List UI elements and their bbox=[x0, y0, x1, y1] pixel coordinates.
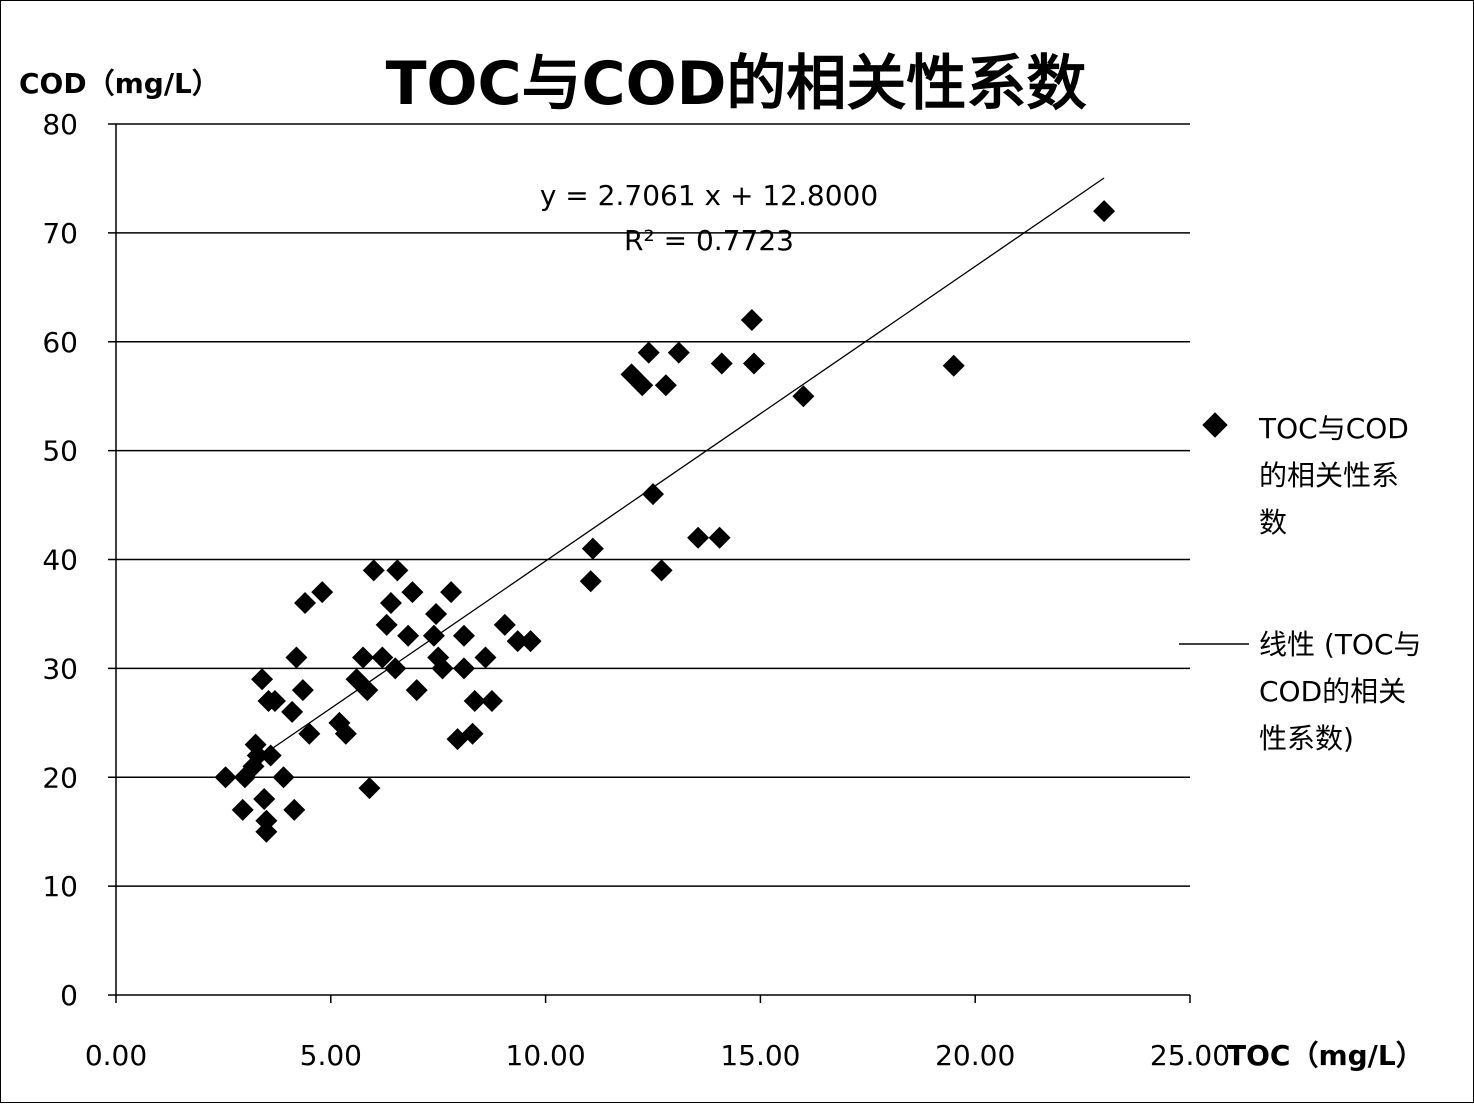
y-tick-label-70: 70 bbox=[42, 217, 78, 250]
data-point-63 bbox=[740, 308, 763, 331]
data-point-52 bbox=[581, 537, 604, 560]
data-point-55 bbox=[637, 341, 660, 364]
legend-marker-label-line-1: TOC与COD bbox=[1258, 412, 1409, 445]
data-point-18 bbox=[294, 592, 317, 615]
data-point-42 bbox=[452, 624, 475, 647]
data-point-54 bbox=[631, 374, 654, 397]
data-point-36 bbox=[422, 624, 445, 647]
legend: TOC与COD 的相关性系 数 线性 (TOC与 COD的相关 性系数) bbox=[1179, 412, 1422, 755]
data-point-67 bbox=[1093, 200, 1116, 223]
gridlines bbox=[116, 123, 1190, 887]
data-point-49 bbox=[506, 630, 529, 653]
data-point-16 bbox=[285, 646, 308, 669]
data-point-12 bbox=[263, 690, 286, 713]
data-point-51 bbox=[579, 570, 602, 593]
data-point-64 bbox=[742, 352, 765, 375]
data-point-60 bbox=[687, 526, 710, 549]
legend-marker-diamond bbox=[1202, 412, 1228, 438]
data-point-61 bbox=[708, 526, 731, 549]
data-point-48 bbox=[493, 613, 516, 636]
y-tick-label-10: 10 bbox=[42, 870, 78, 903]
y-tick-label-80: 80 bbox=[42, 108, 78, 141]
data-point-28 bbox=[371, 646, 394, 669]
x-tick-label-5.00: 5.00 bbox=[300, 1039, 362, 1072]
legend-marker-label-line-2: 的相关性系 bbox=[1259, 459, 1399, 492]
data-point-47 bbox=[480, 690, 503, 713]
data-point-17 bbox=[291, 679, 314, 702]
trendline-equation: y = 2.7061 x + 12.8000 bbox=[540, 179, 878, 212]
data-point-34 bbox=[401, 581, 424, 604]
y-tick-label-0: 0 bbox=[60, 979, 78, 1012]
data-point-1 bbox=[231, 798, 254, 821]
y-tick-label-20: 20 bbox=[42, 761, 78, 794]
data-point-57 bbox=[650, 559, 673, 582]
axes: 0 10 20 30 40 50 60 70 80 0.00 5.00 10.00 15.00 20.00… bbox=[42, 108, 1230, 1072]
data-point-6 bbox=[251, 668, 274, 691]
data-point-39 bbox=[431, 657, 454, 680]
data-point-65 bbox=[792, 385, 815, 408]
data-point-24 bbox=[352, 646, 375, 669]
data-point-25 bbox=[356, 679, 379, 702]
data-point-19 bbox=[298, 722, 321, 745]
data-point-5 bbox=[246, 744, 269, 767]
data-point-35 bbox=[405, 679, 428, 702]
x-tick-label-10.00: 10.00 bbox=[506, 1039, 586, 1072]
data-point-40 bbox=[440, 581, 463, 604]
x-tick-label-15.00: 15.00 bbox=[720, 1039, 800, 1072]
data-point-45 bbox=[463, 690, 486, 713]
x-axis-label: TOC（mg/L） bbox=[1227, 1039, 1424, 1072]
data-point-31 bbox=[384, 657, 407, 680]
data-point-11 bbox=[259, 744, 282, 767]
data-point-26 bbox=[358, 777, 381, 800]
data-point-20 bbox=[311, 581, 334, 604]
data-point-13 bbox=[272, 766, 295, 789]
data-point-14 bbox=[281, 700, 304, 723]
legend-line-label-line-1: 线性 (TOC与 bbox=[1259, 628, 1422, 661]
y-axis-label: COD（mg/L） bbox=[19, 67, 220, 100]
y-tick-label-50: 50 bbox=[42, 435, 78, 468]
data-point-44 bbox=[461, 722, 484, 745]
x-tick-label-20.00: 20.00 bbox=[935, 1039, 1015, 1072]
trendline-r-squared: R² = 0.7723 bbox=[624, 224, 794, 257]
legend-marker-label-line-3: 数 bbox=[1259, 506, 1287, 539]
data-point-56 bbox=[642, 483, 664, 506]
data-point-7 bbox=[253, 788, 276, 811]
data-point-0 bbox=[214, 766, 237, 789]
x-tick-label-0.00: 0.00 bbox=[85, 1039, 147, 1072]
y-tick-label-40: 40 bbox=[42, 544, 78, 577]
data-point-66 bbox=[942, 354, 965, 377]
data-point-37 bbox=[425, 602, 448, 625]
data-point-9 bbox=[255, 809, 278, 832]
data-point-50 bbox=[519, 630, 542, 653]
data-points bbox=[214, 200, 1116, 843]
data-point-32 bbox=[386, 559, 409, 582]
legend-line-label-line-2: COD的相关 bbox=[1259, 675, 1406, 708]
x-tick-label-25.00: 25.00 bbox=[1150, 1039, 1230, 1072]
data-point-43 bbox=[452, 657, 475, 680]
chart-title: TOC与COD的相关性系数 bbox=[386, 49, 1087, 119]
data-point-46 bbox=[474, 646, 497, 669]
y-tick-label-60: 60 bbox=[42, 326, 78, 359]
data-point-59 bbox=[667, 341, 690, 364]
data-point-62 bbox=[710, 352, 733, 375]
trendline-group bbox=[265, 177, 1105, 754]
data-point-58 bbox=[654, 374, 677, 397]
data-point-27 bbox=[362, 559, 385, 582]
legend-line-label-line-3: 性系数) bbox=[1259, 722, 1354, 755]
data-point-22 bbox=[334, 722, 357, 745]
data-point-33 bbox=[397, 624, 420, 647]
data-point-29 bbox=[375, 613, 398, 636]
data-point-30 bbox=[379, 592, 402, 615]
data-point-15 bbox=[283, 798, 306, 821]
trendline bbox=[265, 177, 1105, 754]
y-tick-label-30: 30 bbox=[42, 652, 78, 685]
